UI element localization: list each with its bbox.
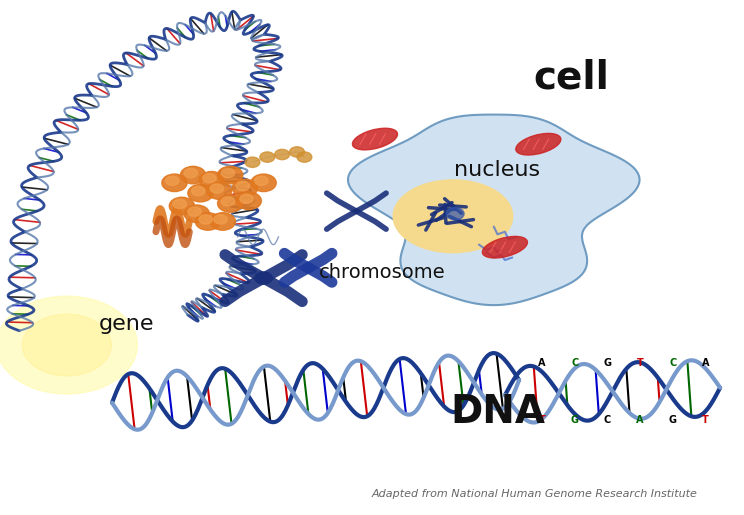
Ellipse shape	[394, 180, 513, 252]
Circle shape	[210, 213, 235, 230]
Circle shape	[297, 152, 312, 162]
Circle shape	[22, 314, 112, 376]
Text: cell: cell	[533, 58, 609, 96]
Circle shape	[251, 174, 276, 192]
Circle shape	[289, 147, 304, 157]
Text: nucleus: nucleus	[455, 160, 541, 180]
Circle shape	[240, 194, 253, 203]
Text: T: T	[637, 358, 644, 368]
Text: T: T	[539, 415, 545, 425]
Circle shape	[245, 157, 260, 167]
Circle shape	[0, 296, 138, 394]
Circle shape	[170, 197, 194, 215]
Text: A: A	[538, 358, 546, 368]
Circle shape	[446, 208, 464, 220]
Text: gene: gene	[98, 315, 154, 334]
Circle shape	[195, 213, 220, 230]
Circle shape	[217, 166, 243, 184]
Circle shape	[206, 182, 231, 199]
Text: G: G	[571, 415, 579, 425]
Circle shape	[254, 176, 268, 185]
Circle shape	[217, 195, 243, 212]
Circle shape	[303, 264, 313, 271]
Circle shape	[210, 184, 223, 193]
Ellipse shape	[353, 128, 397, 150]
Circle shape	[199, 215, 212, 224]
Text: chromosome: chromosome	[319, 264, 446, 282]
Text: A: A	[702, 358, 709, 368]
Polygon shape	[348, 115, 640, 305]
Ellipse shape	[516, 133, 561, 155]
Circle shape	[232, 179, 257, 197]
Text: DNA: DNA	[450, 393, 545, 431]
Text: C: C	[669, 358, 676, 368]
Text: C: C	[571, 358, 578, 368]
Circle shape	[202, 174, 216, 183]
Circle shape	[181, 166, 205, 184]
Circle shape	[236, 192, 261, 210]
Text: G: G	[603, 358, 612, 368]
Circle shape	[221, 168, 234, 178]
Circle shape	[185, 168, 197, 178]
Circle shape	[173, 199, 186, 209]
Circle shape	[166, 176, 179, 185]
Circle shape	[214, 215, 227, 224]
Circle shape	[260, 152, 275, 162]
Circle shape	[255, 272, 272, 284]
Circle shape	[187, 207, 201, 216]
Circle shape	[162, 174, 187, 192]
Text: C: C	[603, 415, 611, 425]
Circle shape	[199, 171, 224, 189]
Text: T: T	[702, 415, 709, 425]
Circle shape	[185, 205, 209, 222]
Text: A: A	[636, 415, 644, 425]
Circle shape	[275, 149, 289, 160]
Ellipse shape	[482, 236, 527, 258]
Circle shape	[191, 186, 205, 196]
Circle shape	[187, 184, 213, 202]
Text: G: G	[669, 415, 677, 425]
Text: Adapted from National Human Genome Research Institute: Adapted from National Human Genome Resea…	[372, 489, 698, 500]
Circle shape	[236, 181, 249, 191]
Circle shape	[221, 197, 234, 206]
